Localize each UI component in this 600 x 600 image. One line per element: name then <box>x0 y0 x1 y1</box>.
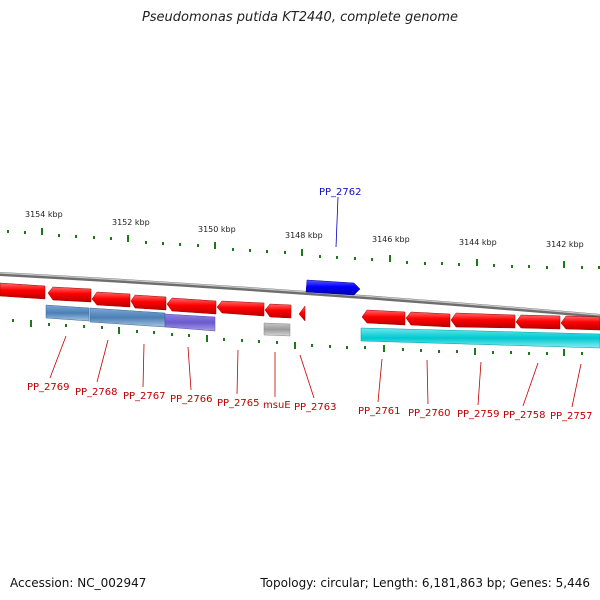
gene-label-pp2769: PP_2769 <box>27 382 70 393</box>
kbp-label: 3148 kbp <box>285 231 323 240</box>
feature-track <box>45 304 600 349</box>
gene-label-pp2757: PP_2757 <box>550 411 593 422</box>
reverse-gene-track <box>0 282 600 331</box>
gene-pp2767[interactable] <box>91 291 131 308</box>
gene-pp2765[interactable] <box>166 297 217 315</box>
label-leader <box>335 196 339 248</box>
feature-steelblue-1[interactable] <box>45 304 90 322</box>
gene-label-pp2760: PP_2760 <box>408 408 451 419</box>
feature-gray[interactable] <box>263 322 291 337</box>
genome-backbone-highlight <box>0 272 600 316</box>
kbp-label: 3144 kbp <box>459 238 497 247</box>
gene-pp2766[interactable] <box>130 294 167 311</box>
gene-label-pp2761: PP_2761 <box>358 406 401 417</box>
kbp-label: 3154 kbp <box>25 210 63 219</box>
gene-pp2762[interactable] <box>305 279 361 296</box>
gene-pp2759[interactable] <box>450 312 516 329</box>
gene-label-pp2767: PP_2767 <box>123 391 166 402</box>
feature-steelblue-2[interactable] <box>89 307 166 328</box>
gene-pp2761[interactable] <box>361 309 406 326</box>
feature-purple[interactable] <box>164 313 216 332</box>
gene-label-msue: msuE <box>263 400 291 411</box>
gene-label-pp2762: PP_2762 <box>319 187 362 198</box>
kbp-label: 3146 kbp <box>372 235 410 244</box>
gene-label-pp2765: PP_2765 <box>217 398 260 409</box>
genome-summary-text: Topology: circular; Length: 6,181,863 bp… <box>260 576 590 590</box>
gene-msue[interactable] <box>216 300 265 317</box>
bottom-tick-row <box>12 319 583 356</box>
gene-pp2769[interactable] <box>0 282 46 300</box>
gene-pp2763[interactable] <box>298 305 306 322</box>
top-tick-row <box>7 228 600 269</box>
label-leaders <box>49 335 582 408</box>
map-title: Pseudomonas putida KT2440, complete geno… <box>141 10 459 25</box>
gene-pp2764[interactable] <box>264 303 292 319</box>
gene-pp2768[interactable] <box>47 286 92 303</box>
gene-label-pp2758: PP_2758 <box>503 410 546 421</box>
gene-label-pp2768: PP_2768 <box>75 387 118 398</box>
gene-label-pp2763: PP_2763 <box>294 402 337 413</box>
gene-pp2758[interactable] <box>515 314 561 330</box>
feature-cyan[interactable] <box>360 327 600 349</box>
accession-text: Accession: NC_002947 <box>10 576 147 590</box>
kbp-label: 3142 kbp <box>546 240 584 249</box>
kbp-label: 3150 kbp <box>198 225 236 234</box>
gene-label-pp2759: PP_2759 <box>457 409 500 420</box>
gene-pp2760[interactable] <box>405 311 451 328</box>
gene-label-pp2766: PP_2766 <box>170 394 213 405</box>
gene-pp2757[interactable] <box>560 315 600 331</box>
kbp-label: 3152 kbp <box>112 218 150 227</box>
genome-backbone <box>0 272 600 318</box>
